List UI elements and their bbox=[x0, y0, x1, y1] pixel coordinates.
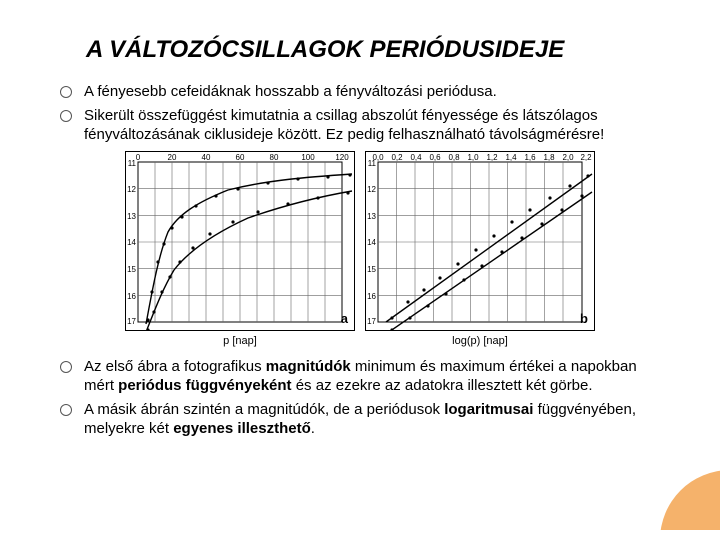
svg-text:1,8: 1,8 bbox=[543, 153, 555, 162]
svg-text:12: 12 bbox=[367, 185, 376, 194]
list-item: A másik ábrán szintén a magnitúdók, de a… bbox=[56, 400, 664, 439]
chart-a-x-caption: p [nap] bbox=[223, 335, 257, 347]
chart-b-x-caption: log(p) [nap] bbox=[452, 335, 508, 347]
list-item: Az első ábra a fotografikus magnitúdók m… bbox=[56, 357, 664, 396]
svg-text:0,6: 0,6 bbox=[429, 153, 441, 162]
svg-text:16: 16 bbox=[127, 292, 136, 301]
chart-a-svg: 0 20 40 60 80 100 120 bbox=[126, 152, 354, 330]
charts-row: 0 20 40 60 80 100 120 bbox=[56, 151, 664, 347]
chart-b-wrap: 0,00,20,4 0,60,81,0 1,21,41,6 1,82,02,2 bbox=[365, 151, 595, 347]
svg-text:13: 13 bbox=[127, 212, 136, 221]
svg-text:16: 16 bbox=[367, 292, 376, 301]
chart-a-y-ticks: 11 12 13 14 15 16 17 bbox=[127, 159, 136, 326]
svg-text:17: 17 bbox=[127, 317, 136, 326]
svg-text:100: 100 bbox=[301, 153, 315, 162]
svg-text:14: 14 bbox=[127, 238, 136, 247]
top-bullet-list: A fényesebb cefeidáknak hosszabb a fényv… bbox=[56, 82, 664, 145]
svg-text:2,0: 2,0 bbox=[562, 153, 574, 162]
svg-text:11: 11 bbox=[128, 159, 137, 168]
svg-text:1,0: 1,0 bbox=[467, 153, 479, 162]
svg-text:15: 15 bbox=[367, 265, 376, 274]
svg-text:0,2: 0,2 bbox=[391, 153, 403, 162]
list-item: A fényesebb cefeidáknak hosszabb a fényv… bbox=[56, 82, 664, 102]
svg-text:2,2: 2,2 bbox=[580, 153, 592, 162]
svg-text:13: 13 bbox=[367, 212, 376, 221]
list-item: Sikerült összefüggést kimutatnia a csill… bbox=[56, 106, 664, 145]
svg-text:80: 80 bbox=[270, 153, 279, 162]
svg-text:15: 15 bbox=[127, 265, 136, 274]
chart-b-top-ticks: 0,00,20,4 0,60,81,0 1,21,41,6 1,82,02,2 bbox=[372, 153, 592, 162]
page-title: A VÁLTOZÓCSILLAGOK PERIÓDUSIDEJE bbox=[86, 36, 664, 64]
chart-a-grid bbox=[138, 162, 342, 322]
svg-text:1,6: 1,6 bbox=[524, 153, 536, 162]
svg-text:0,8: 0,8 bbox=[448, 153, 460, 162]
svg-text:0: 0 bbox=[136, 153, 141, 162]
bottom-bullet-list: Az első ábra a fotografikus magnitúdók m… bbox=[56, 357, 664, 439]
chart-a-panel-label: a bbox=[341, 311, 348, 326]
chart-a-top-ticks: 0 20 40 60 80 100 120 bbox=[136, 153, 349, 162]
svg-text:14: 14 bbox=[367, 238, 376, 247]
svg-text:120: 120 bbox=[335, 153, 349, 162]
svg-text:17: 17 bbox=[367, 317, 376, 326]
svg-text:0,4: 0,4 bbox=[410, 153, 422, 162]
svg-text:1,2: 1,2 bbox=[486, 153, 498, 162]
chart-b-y-ticks: 11 12 13 14 15 16 17 bbox=[367, 159, 376, 326]
slide: A VÁLTOZÓCSILLAGOK PERIÓDUSIDEJE A fénye… bbox=[0, 0, 720, 540]
svg-text:40: 40 bbox=[202, 153, 211, 162]
chart-a-wrap: 0 20 40 60 80 100 120 bbox=[125, 151, 355, 347]
svg-text:11: 11 bbox=[368, 159, 377, 168]
chart-a-series bbox=[146, 173, 352, 330]
chart-b-grid bbox=[378, 162, 582, 322]
chart-b: 0,00,20,4 0,60,81,0 1,21,41,6 1,82,02,2 bbox=[365, 151, 595, 331]
svg-text:12: 12 bbox=[127, 185, 136, 194]
svg-text:20: 20 bbox=[168, 153, 177, 162]
accent-arc-icon bbox=[650, 460, 720, 530]
chart-b-svg: 0,00,20,4 0,60,81,0 1,21,41,6 1,82,02,2 bbox=[366, 152, 594, 330]
chart-a: 0 20 40 60 80 100 120 bbox=[125, 151, 355, 331]
svg-text:1,4: 1,4 bbox=[505, 153, 517, 162]
chart-b-panel-label: b bbox=[580, 311, 588, 326]
svg-text:60: 60 bbox=[236, 153, 245, 162]
chart-a-curve-min bbox=[146, 191, 352, 330]
